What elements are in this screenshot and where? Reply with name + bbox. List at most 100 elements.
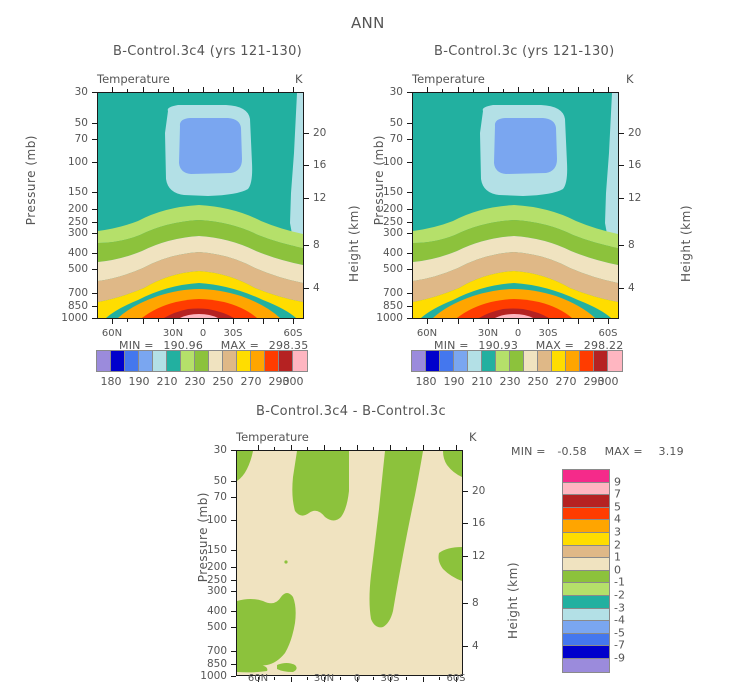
min-label: MIN = xyxy=(511,445,546,458)
colorbar-tick-label: -3 xyxy=(614,601,625,615)
colorbar-cell xyxy=(608,351,622,371)
panel-top-right-minmax: MIN = 190.93 MAX = 298.22 xyxy=(434,339,623,352)
colorbar-tick-label: 3 xyxy=(614,525,621,539)
colorbar-tick-label: 230 xyxy=(184,375,206,388)
ytick-label-right: 20 xyxy=(313,127,327,139)
panel-top-right-plot-area xyxy=(412,92,619,319)
colorbar-tick-label: 210 xyxy=(471,375,493,388)
ytick-label: 50 xyxy=(74,117,88,129)
ytick-label: 250 xyxy=(382,216,403,228)
panel-top-right-contours xyxy=(413,93,618,318)
ytick-label: 250 xyxy=(206,574,227,586)
colorbar-cell xyxy=(594,351,608,371)
ytick-label: 300 xyxy=(382,227,403,239)
colorbar-cell xyxy=(552,351,566,371)
xtick-label: 30S xyxy=(223,328,243,339)
panel-bottom-diff-plot-area xyxy=(236,450,463,676)
panel-bottom-diff-units-label: K xyxy=(469,430,477,444)
colorbar-cell xyxy=(563,583,609,596)
ytick-label: 850 xyxy=(382,300,403,312)
colorbar-tick-label: 250 xyxy=(527,375,549,388)
colorbar-cell xyxy=(279,351,293,371)
colorbar-tick-label: 290 xyxy=(583,375,605,388)
colorbar-tick-label: 270 xyxy=(240,375,262,388)
ytick-label: 50 xyxy=(213,475,227,487)
colorbar-tick-label: 210 xyxy=(156,375,178,388)
ytick-label: 30 xyxy=(389,86,403,98)
colorbar-cell xyxy=(412,351,426,371)
max-value: 3.19 xyxy=(658,445,684,458)
panel-top-left-variable-label: Temperature xyxy=(97,72,170,86)
ytick-label: 70 xyxy=(389,133,403,145)
colorbar-cell xyxy=(426,351,440,371)
ytick-label-right: 16 xyxy=(313,159,327,171)
ytick-label: 500 xyxy=(67,263,88,275)
ytick-label: 400 xyxy=(206,605,227,617)
ytick-label-right: 12 xyxy=(628,192,642,204)
xtick-label: 60S xyxy=(598,328,618,339)
figure-supertitle: ANN xyxy=(351,14,385,32)
colorbar-cell xyxy=(237,351,251,371)
panel-top-right-colorbar xyxy=(411,350,623,372)
colorbar-tick-label: -9 xyxy=(614,651,625,665)
colorbar-cell xyxy=(195,351,209,371)
min-label: MIN = xyxy=(119,339,154,352)
ytick-label: 150 xyxy=(382,186,403,198)
colorbar-tick-label: 300 xyxy=(597,375,619,388)
panel-top-right-units-label: K xyxy=(626,72,634,86)
ytick-label: 200 xyxy=(206,561,227,573)
colorbar-tick-label: 1 xyxy=(614,550,621,564)
ytick-label: 1000 xyxy=(376,312,403,324)
ytick-label: 70 xyxy=(74,133,88,145)
colorbar-cell xyxy=(468,351,482,371)
xtick-label: 60S xyxy=(283,328,303,339)
ylabel-right-text: Height (km) xyxy=(679,205,693,282)
ytick-label: 150 xyxy=(206,544,227,556)
panel-bottom-diff-contours xyxy=(237,451,462,675)
xtick-label: 60N xyxy=(101,328,123,339)
ytick-label: 70 xyxy=(213,491,227,503)
ytick-label: 300 xyxy=(67,227,88,239)
ytick-label: 100 xyxy=(382,156,403,168)
panel-top-left-ylabel-left: Pressure (mb) xyxy=(24,135,38,229)
ytick-label: 400 xyxy=(67,247,88,259)
panel-top-left-contours xyxy=(98,93,303,318)
max-label: MAX = xyxy=(535,339,575,352)
ylabel-left-text: Pressure (mb) xyxy=(24,135,38,226)
ytick-label: 150 xyxy=(67,186,88,198)
ytick-label-right: 16 xyxy=(628,159,642,171)
colorbar-tick-label: 250 xyxy=(212,375,234,388)
colorbar-tick-label: 5 xyxy=(614,500,621,514)
colorbar-tick-label: 180 xyxy=(415,375,437,388)
colorbar-tick-label: -2 xyxy=(614,588,625,602)
ytick-label: 250 xyxy=(67,216,88,228)
colorbar-cell xyxy=(563,658,609,672)
panel-top-left-minmax: MIN = 190.96 MAX = 298.35 xyxy=(119,339,308,352)
colorbar-cell xyxy=(566,351,580,371)
ytick-label: 1000 xyxy=(200,670,227,682)
xtick-label: 30N xyxy=(477,328,499,339)
colorbar-tick-label: 9 xyxy=(614,475,621,489)
colorbar-cell xyxy=(482,351,496,371)
panel-top-left-plot-area xyxy=(97,92,304,319)
colorbar-cell xyxy=(563,621,609,634)
ytick-label: 400 xyxy=(382,247,403,259)
max-value: 298.22 xyxy=(583,339,624,352)
xtick-label: 30S xyxy=(380,673,400,684)
panel-top-left-colorbar xyxy=(96,350,308,372)
colorbar-cell xyxy=(580,351,594,371)
panel-bottom-diff-ylabel-right: Height (km) xyxy=(506,562,520,643)
ytick-label: 100 xyxy=(206,514,227,526)
colorbar-cell xyxy=(563,545,609,559)
colorbar-cell xyxy=(563,608,609,622)
colorbar-cell xyxy=(223,351,237,371)
colorbar-cell xyxy=(111,351,125,371)
colorbar-tick-label: 230 xyxy=(499,375,521,388)
colorbar-tick-label: -5 xyxy=(614,626,625,640)
xtick-label: 30S xyxy=(538,328,558,339)
xtick-label: 0 xyxy=(199,328,207,339)
ytick-label: 850 xyxy=(67,300,88,312)
ytick-label-right: 12 xyxy=(313,192,327,204)
colorbar-tick-label: 7 xyxy=(614,487,621,501)
ytick-label: 500 xyxy=(206,621,227,633)
